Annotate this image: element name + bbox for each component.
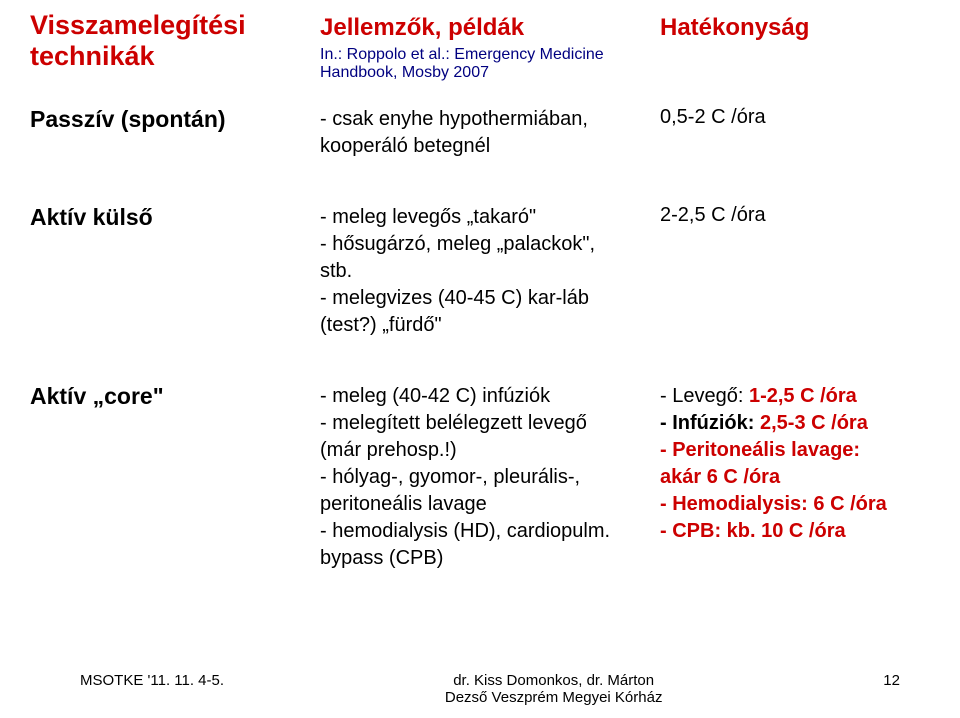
footer-center: dr. Kiss Domonkos, dr. Márton Dezső Vesz… <box>445 672 663 706</box>
row2-rate-cell: 2-2,5 C /óra <box>660 204 930 227</box>
footer-center-line1: dr. Kiss Domonkos, dr. Márton <box>453 672 654 689</box>
row1-desc-cell: - csak enyhe hypothermiában, kooperáló b… <box>320 106 660 160</box>
footer: MSOTKE '11. 11. 4-5. dr. Kiss Domonkos, … <box>0 672 960 706</box>
rate-air-label: - Levegő: <box>660 385 743 407</box>
row1-rate-cell: 0,5-2 C /óra <box>660 106 930 129</box>
rate-cpb-label: - CPB: <box>660 520 721 542</box>
row3-desc: - meleg (40-42 C) infúziók - melegített … <box>320 383 660 572</box>
row3-label-cell: Aktív „core" <box>30 383 320 410</box>
row-active-core: Aktív „core" - meleg (40-42 C) infúziók … <box>30 383 930 572</box>
title-line2: technikák <box>30 41 155 71</box>
rate-peri-value: akár 6 C /óra <box>660 466 780 488</box>
title-line1: Visszamelegítési <box>30 10 246 40</box>
row2-rate: 2-2,5 C /óra <box>660 204 930 227</box>
header-row: Visszamelegítési technikák Jellemzők, pé… <box>30 10 930 82</box>
citation: In.: Roppolo et al.: Emergency Medicine … <box>320 46 660 82</box>
footer-left: MSOTKE '11. 11. 4-5. <box>80 672 224 706</box>
rate-inf-value: 2,5-3 C /óra <box>760 412 868 434</box>
rate-inf: - Infúziók: 2,5-3 C /óra <box>660 410 930 437</box>
footer-page: 12 <box>883 672 900 706</box>
row3-desc-cell: - meleg (40-42 C) infúziók - melegített … <box>320 383 660 572</box>
row3-rates: - Levegő: 1-2,5 C /óra - Infúziók: 2,5-3… <box>660 383 930 545</box>
row2-label: Aktív külső <box>30 204 320 231</box>
header-col2: Jellemzők, példák In.: Roppolo et al.: E… <box>320 10 660 82</box>
row1-desc: - csak enyhe hypothermiában, kooperáló b… <box>320 106 660 160</box>
row1-rate: 0,5-2 C /óra <box>660 106 930 129</box>
rate-cpb: - CPB: kb. 10 C /óra <box>660 518 930 545</box>
rate-hd-value: 6 C /óra <box>813 493 886 515</box>
footer-center-line2: Dezső Veszprém Megyei Kórház <box>445 689 663 706</box>
rate-air: - Levegő: 1-2,5 C /óra <box>660 383 930 410</box>
row2-desc: - meleg levegős „takaró" - hősugárzó, me… <box>320 204 660 339</box>
row3-label: Aktív „core" <box>30 383 320 410</box>
rate-peri-label: - Peritoneális lavage: <box>660 439 860 461</box>
col2-title: Jellemzők, példák <box>320 14 660 42</box>
row-active-ext: Aktív külső - meleg levegős „takaró" - h… <box>30 204 930 339</box>
header-col3: Hatékonyság <box>660 10 930 42</box>
main-title: Visszamelegítési technikák <box>30 10 320 72</box>
rate-cpb-value: kb. 10 C /óra <box>727 520 846 542</box>
row2-label-cell: Aktív külső <box>30 204 320 231</box>
row1-label-cell: Passzív (spontán) <box>30 106 320 133</box>
rate-hd: - Hemodialysis: 6 C /óra <box>660 491 930 518</box>
row1-label: Passzív (spontán) <box>30 106 320 133</box>
row2-desc-cell: - meleg levegős „takaró" - hősugárzó, me… <box>320 204 660 339</box>
rate-hd-label: - Hemodialysis: <box>660 493 808 515</box>
header-col1: Visszamelegítési technikák <box>30 10 320 72</box>
row3-rate-cell: - Levegő: 1-2,5 C /óra - Infúziók: 2,5-3… <box>660 383 930 545</box>
rate-inf-label: - Infúziók: <box>660 412 754 434</box>
rate-air-value: 1-2,5 C /óra <box>749 385 857 407</box>
rate-peri: - Peritoneális lavage: akár 6 C /óra <box>660 437 930 491</box>
slide: Visszamelegítési technikák Jellemzők, pé… <box>0 0 960 718</box>
col3-title: Hatékonyság <box>660 14 930 42</box>
row-passive: Passzív (spontán) - csak enyhe hypotherm… <box>30 106 930 160</box>
